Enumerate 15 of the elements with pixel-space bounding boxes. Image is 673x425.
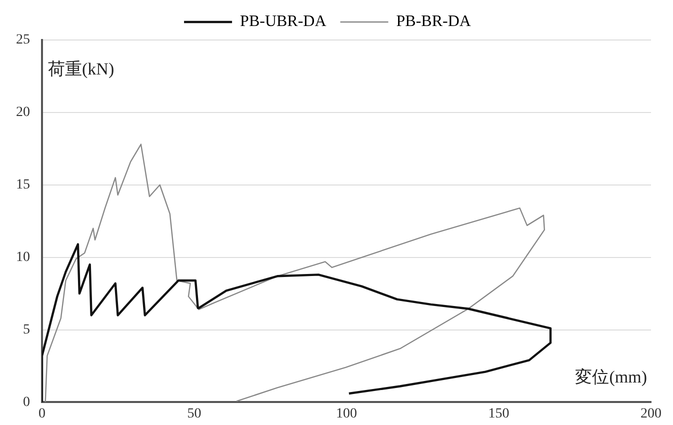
x-tick-label: 200 <box>640 406 662 422</box>
x-tick-label: 0 <box>38 406 46 422</box>
y-tick-label: 20 <box>16 105 30 120</box>
y-axis-title: 荷重(kN) <box>48 59 114 78</box>
y-tick-label: 5 <box>23 322 30 338</box>
x-tick-label: 100 <box>336 406 357 422</box>
legend-label: PB-BR-DA <box>396 13 472 30</box>
y-tick-label: 10 <box>16 250 30 265</box>
x-tick-label: 150 <box>488 406 510 422</box>
legend-label: PB-UBR-DA <box>240 13 327 30</box>
y-tick-label: 25 <box>16 32 30 48</box>
y-tick-label: 0 <box>23 394 30 410</box>
x-tick-label: 50 <box>187 406 202 422</box>
x-axis-title: 変位(mm) <box>575 368 647 387</box>
y-tick-label: 15 <box>16 178 30 193</box>
